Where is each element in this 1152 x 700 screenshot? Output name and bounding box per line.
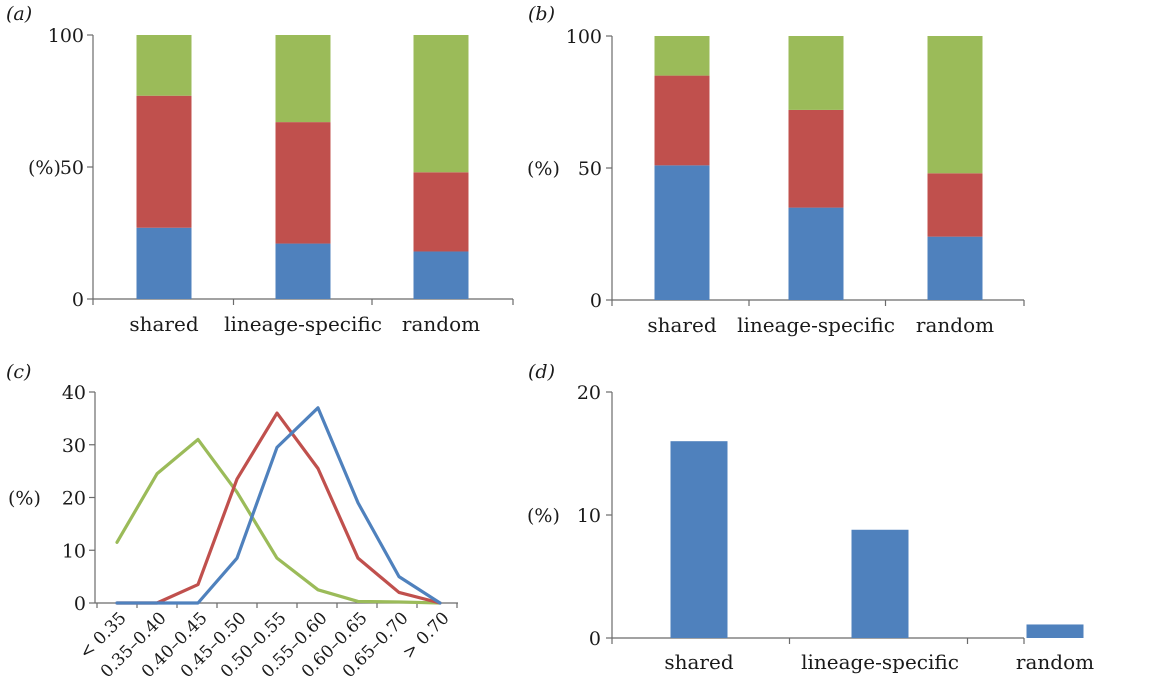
p2-x-category-label: > 0.70 bbox=[399, 608, 454, 663]
panel-label-d: (d) bbox=[528, 361, 555, 383]
p1-bar-random-s0 bbox=[927, 236, 983, 300]
p0-bar-lineage-specific-s0 bbox=[275, 243, 331, 299]
p3-y-tick-label: 10 bbox=[577, 505, 601, 527]
p0-x-category-label: lineage-specific bbox=[224, 312, 382, 336]
p0-bar-shared-s2 bbox=[136, 35, 192, 96]
p1-bar-random-s1 bbox=[927, 173, 983, 237]
p3-x-category-label: lineage-specific bbox=[801, 650, 959, 674]
p0-y-axis-label: (%) bbox=[28, 157, 61, 179]
p2-y-tick-label: 20 bbox=[62, 488, 86, 510]
p2-series-line-1 bbox=[115, 411, 442, 605]
p3-y-tick-label: 20 bbox=[577, 382, 601, 404]
p0-y-tick-label: 50 bbox=[60, 157, 84, 179]
p0-bar-shared-s0 bbox=[136, 227, 192, 299]
p0-x-category-label: random bbox=[402, 312, 480, 336]
p3-bar-random-s0 bbox=[1026, 624, 1084, 638]
p1-x-category-label: random bbox=[916, 313, 994, 337]
p2-series-line-2 bbox=[115, 406, 442, 605]
p0-y-tick-label: 0 bbox=[72, 289, 84, 311]
p1-bar-shared-s2 bbox=[654, 36, 710, 76]
p1-bar-shared-s0 bbox=[654, 165, 710, 300]
p2-y-tick-label: 30 bbox=[62, 435, 86, 457]
p1-x-category-label: shared bbox=[647, 313, 716, 337]
p3-x-category-label: shared bbox=[664, 650, 733, 674]
p3-x-category-label: random bbox=[1016, 650, 1094, 674]
p1-bar-lineage-specific-s1 bbox=[788, 109, 844, 208]
p2-y-tick-label: 40 bbox=[62, 382, 86, 404]
p2-series-line-0 bbox=[115, 437, 442, 605]
p3-y-tick-label: 0 bbox=[589, 628, 601, 650]
p2-y-tick-label: 0 bbox=[74, 593, 86, 615]
p0-bar-random-s0 bbox=[413, 251, 469, 299]
p2-y-axis-label: (%) bbox=[8, 488, 41, 510]
p0-bar-lineage-specific-s2 bbox=[275, 35, 331, 123]
panel-label-c: (c) bbox=[6, 361, 31, 383]
p3-bar-shared-s0 bbox=[670, 441, 728, 638]
p1-y-tick-label: 50 bbox=[578, 158, 602, 180]
p0-bar-lineage-specific-s1 bbox=[275, 122, 331, 244]
p1-bar-shared-s1 bbox=[654, 75, 710, 166]
p0-bar-random-s1 bbox=[413, 172, 469, 252]
p0-bar-shared-s1 bbox=[136, 95, 192, 228]
p1-bar-lineage-specific-s2 bbox=[788, 36, 844, 110]
p1-bar-random-s2 bbox=[927, 36, 983, 174]
p1-y-axis-label: (%) bbox=[527, 158, 560, 180]
p1-x-category-label: lineage-specific bbox=[737, 313, 895, 337]
p1-y-tick-label: 100 bbox=[566, 26, 602, 48]
p1-y-tick-label: 0 bbox=[590, 290, 602, 312]
p0-x-category-label: shared bbox=[129, 312, 198, 336]
p0-y-tick-label: 100 bbox=[48, 25, 84, 47]
panel-label-a: (a) bbox=[6, 3, 32, 25]
p2-y-tick-label: 10 bbox=[62, 540, 86, 562]
panel-label-b: (b) bbox=[528, 3, 555, 25]
p1-bar-lineage-specific-s0 bbox=[788, 207, 844, 300]
p3-bar-lineage-specific-s0 bbox=[851, 529, 909, 638]
p0-bar-random-s2 bbox=[413, 35, 469, 173]
p3-y-axis-label: (%) bbox=[527, 505, 560, 527]
